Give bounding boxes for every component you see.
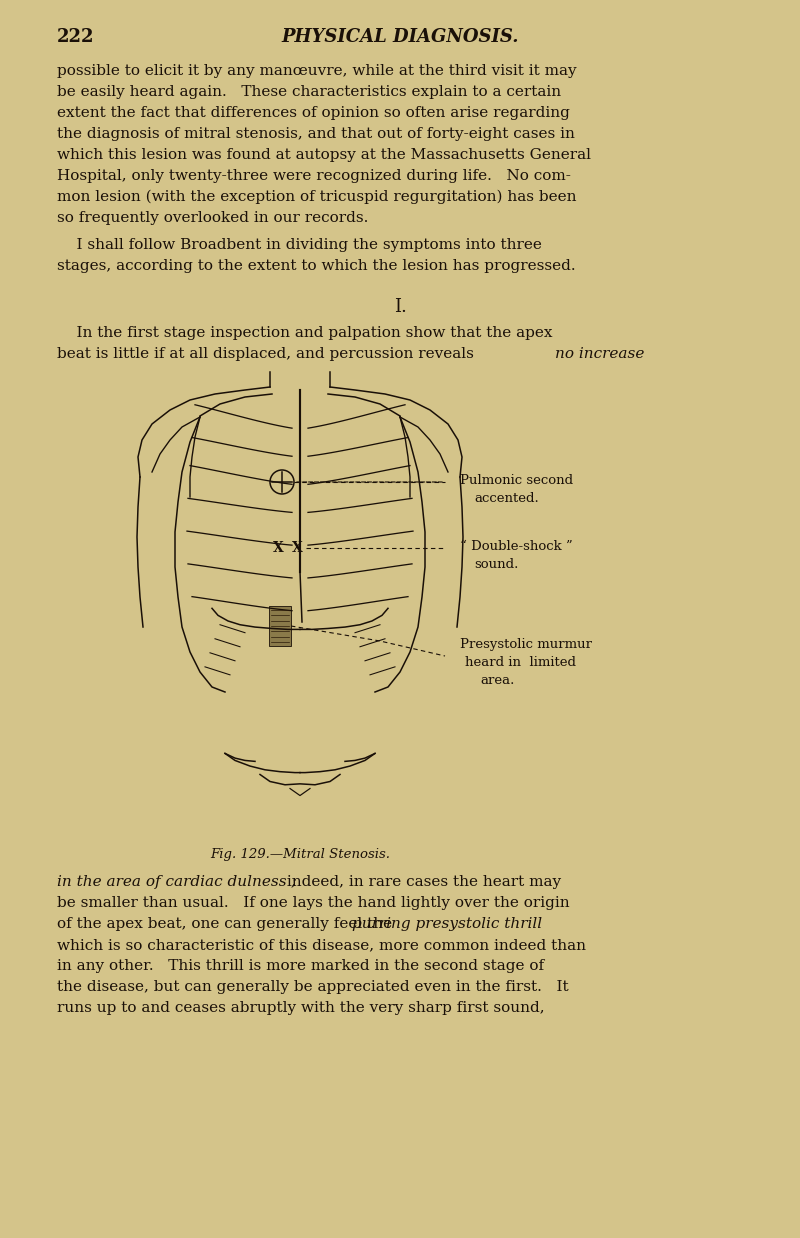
Text: accented.: accented. — [474, 491, 538, 505]
Text: in any other.   This thrill is more marked in the second stage of: in any other. This thrill is more marked… — [57, 959, 544, 973]
Text: Hospital, only twenty-three were recognized during life.   No com-: Hospital, only twenty-three were recogni… — [57, 170, 571, 183]
Text: Fig. 129.—Mitral Stenosis.: Fig. 129.—Mitral Stenosis. — [210, 848, 390, 860]
Text: sound.: sound. — [474, 557, 518, 571]
Text: the diagnosis of mitral stenosis, and that out of forty-eight cases in: the diagnosis of mitral stenosis, and th… — [57, 128, 575, 141]
Text: no increase: no increase — [555, 347, 644, 361]
Text: mon lesion (with the exception of tricuspid regurgitation) has been: mon lesion (with the exception of tricus… — [57, 189, 577, 204]
Text: runs up to and ceases abruptly with the very sharp first sound,: runs up to and ceases abruptly with the … — [57, 1002, 545, 1015]
Text: be easily heard again.   These characteristics explain to a certain: be easily heard again. These characteris… — [57, 85, 561, 99]
Text: heard in  limited: heard in limited — [465, 656, 576, 669]
Text: I.: I. — [394, 298, 406, 316]
Text: the disease, but can generally be appreciated even in the first.   It: the disease, but can generally be apprec… — [57, 980, 569, 994]
Text: area.: area. — [480, 673, 514, 687]
Text: 222: 222 — [57, 28, 94, 46]
Text: which is so characteristic of this disease, more common indeed than: which is so characteristic of this disea… — [57, 938, 586, 952]
Text: “ Double-shock ”: “ Double-shock ” — [460, 540, 573, 552]
Text: X: X — [292, 541, 302, 555]
Text: stages, according to the extent to which the lesion has progressed.: stages, according to the extent to which… — [57, 259, 576, 274]
Text: X: X — [273, 541, 283, 555]
Text: I shall follow Broadbent in dividing the symptoms into three: I shall follow Broadbent in dividing the… — [57, 238, 542, 253]
Text: be smaller than usual.   If one lays the hand lightly over the origin: be smaller than usual. If one lays the h… — [57, 896, 570, 910]
Text: PHYSICAL DIAGNOSIS.: PHYSICAL DIAGNOSIS. — [282, 28, 518, 46]
Text: In the first stage inspection and palpation show that the apex: In the first stage inspection and palpat… — [57, 326, 553, 340]
Text: purring presystolic thrill: purring presystolic thrill — [352, 917, 542, 931]
Text: Pulmonic second: Pulmonic second — [460, 474, 573, 487]
Text: which this lesion was found at autopsy at the Massachusetts General: which this lesion was found at autopsy a… — [57, 149, 591, 162]
Bar — [269, 605, 291, 646]
Text: extent the fact that differences of opinion so often arise regarding: extent the fact that differences of opin… — [57, 106, 570, 120]
Text: possible to elicit it by any manœuvre, while at the third visit it may: possible to elicit it by any manœuvre, w… — [57, 64, 577, 78]
Text: indeed, in rare cases the heart may: indeed, in rare cases the heart may — [282, 875, 561, 889]
Text: Presystolic murmur: Presystolic murmur — [460, 638, 592, 651]
Text: of the apex beat, one can generally feel the: of the apex beat, one can generally feel… — [57, 917, 397, 931]
Text: so frequently overlooked in our records.: so frequently overlooked in our records. — [57, 210, 368, 225]
Text: beat is little if at all displaced, and percussion reveals: beat is little if at all displaced, and … — [57, 347, 478, 361]
Text: in the area of cardiac dulness ;: in the area of cardiac dulness ; — [57, 875, 297, 889]
